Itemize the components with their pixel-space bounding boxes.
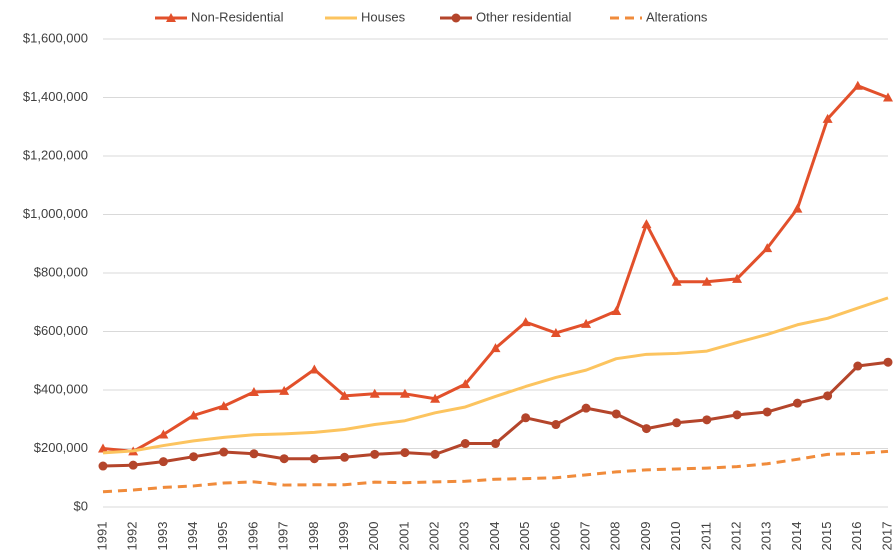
x-tick-label: 2009 (638, 522, 653, 551)
y-tick-label: $1,000,000 (23, 206, 88, 221)
marker (611, 409, 621, 419)
x-tick-label: 2013 (759, 522, 774, 551)
marker (550, 327, 561, 337)
marker (400, 448, 410, 458)
marker (158, 457, 168, 467)
marker (491, 439, 500, 449)
x-tick-label: 2010 (668, 522, 683, 551)
marker (822, 113, 833, 123)
marker (581, 403, 591, 413)
marker (309, 364, 320, 374)
x-tick-label: 2003 (457, 522, 472, 551)
marker (792, 203, 803, 213)
marker (98, 461, 108, 471)
marker (611, 306, 622, 316)
y-tick-label: $800,000 (34, 264, 88, 279)
y-tick-label: $1,600,000 (23, 30, 88, 45)
marker (641, 424, 651, 434)
y-tick-label: $0 (74, 498, 88, 513)
x-tick-label: 2014 (789, 522, 804, 551)
legend-label: Other residential (476, 9, 571, 24)
marker (369, 388, 380, 398)
x-tick-label: 1995 (215, 522, 230, 551)
marker (702, 415, 712, 425)
marker (218, 401, 229, 411)
x-tick-label: 2006 (547, 522, 562, 551)
legend-label: Non-Residential (191, 9, 284, 24)
marker (430, 449, 440, 459)
x-tick-label: 1998 (306, 522, 321, 551)
series-line (102, 296, 889, 455)
x-tick-label: 2002 (427, 522, 442, 551)
legend-marker (451, 13, 461, 23)
marker (249, 449, 259, 459)
marker (98, 443, 108, 453)
y-tick-label: $200,000 (34, 440, 88, 455)
marker (883, 92, 893, 102)
x-tick-label: 1993 (155, 522, 170, 551)
marker (339, 390, 350, 400)
x-tick-label: 2008 (608, 522, 623, 551)
marker (852, 80, 863, 90)
marker (701, 276, 712, 286)
x-tick-label: 1992 (125, 522, 140, 551)
marker (279, 385, 290, 395)
marker (340, 452, 350, 462)
x-tick-label: 2001 (396, 522, 411, 551)
marker (158, 429, 169, 439)
y-tick-label: $600,000 (34, 323, 88, 338)
x-tick-label: 1999 (336, 522, 351, 551)
x-tick-label: 1996 (245, 522, 260, 551)
marker (460, 439, 470, 449)
marker (732, 410, 742, 420)
marker (762, 407, 772, 417)
x-tick-label: 2000 (366, 522, 381, 551)
marker (460, 379, 471, 389)
x-tick-label: 2004 (487, 522, 502, 551)
marker (219, 447, 229, 457)
series-line (102, 449, 889, 494)
marker (490, 343, 501, 353)
marker (732, 273, 743, 283)
marker (762, 243, 773, 253)
marker (309, 454, 319, 464)
marker (430, 393, 441, 403)
x-tick-label: 1994 (185, 522, 200, 551)
marker (128, 460, 138, 470)
marker (671, 276, 682, 286)
legend-label: Houses (361, 9, 406, 24)
marker (399, 388, 410, 398)
x-tick-label: 2016 (849, 522, 864, 551)
marker (551, 420, 561, 430)
marker (370, 449, 380, 459)
y-tick-label: $1,200,000 (23, 147, 88, 162)
marker (279, 454, 289, 464)
marker (521, 413, 531, 423)
marker (189, 452, 199, 462)
marker (853, 361, 863, 371)
marker (188, 410, 199, 420)
marker (672, 418, 682, 428)
legend-marker (166, 13, 176, 22)
marker (883, 357, 893, 367)
marker (823, 391, 833, 401)
x-tick-label: 2015 (819, 522, 834, 551)
x-tick-label: 2007 (578, 522, 593, 551)
legend-label: Alterations (646, 9, 708, 24)
x-tick-label: 2005 (517, 522, 532, 551)
y-tick-label: $1,400,000 (23, 89, 88, 104)
marker (248, 387, 259, 397)
x-tick-label: 2012 (728, 522, 743, 551)
marker (641, 219, 652, 229)
x-tick-label: 1997 (276, 522, 291, 551)
x-tick-label: 1991 (94, 522, 109, 551)
x-tick-label: 2017 (879, 522, 893, 551)
marker (581, 318, 592, 328)
marker (792, 398, 802, 408)
marker (520, 317, 531, 327)
x-tick-label: 2011 (698, 522, 713, 550)
y-tick-label: $400,000 (34, 381, 88, 396)
